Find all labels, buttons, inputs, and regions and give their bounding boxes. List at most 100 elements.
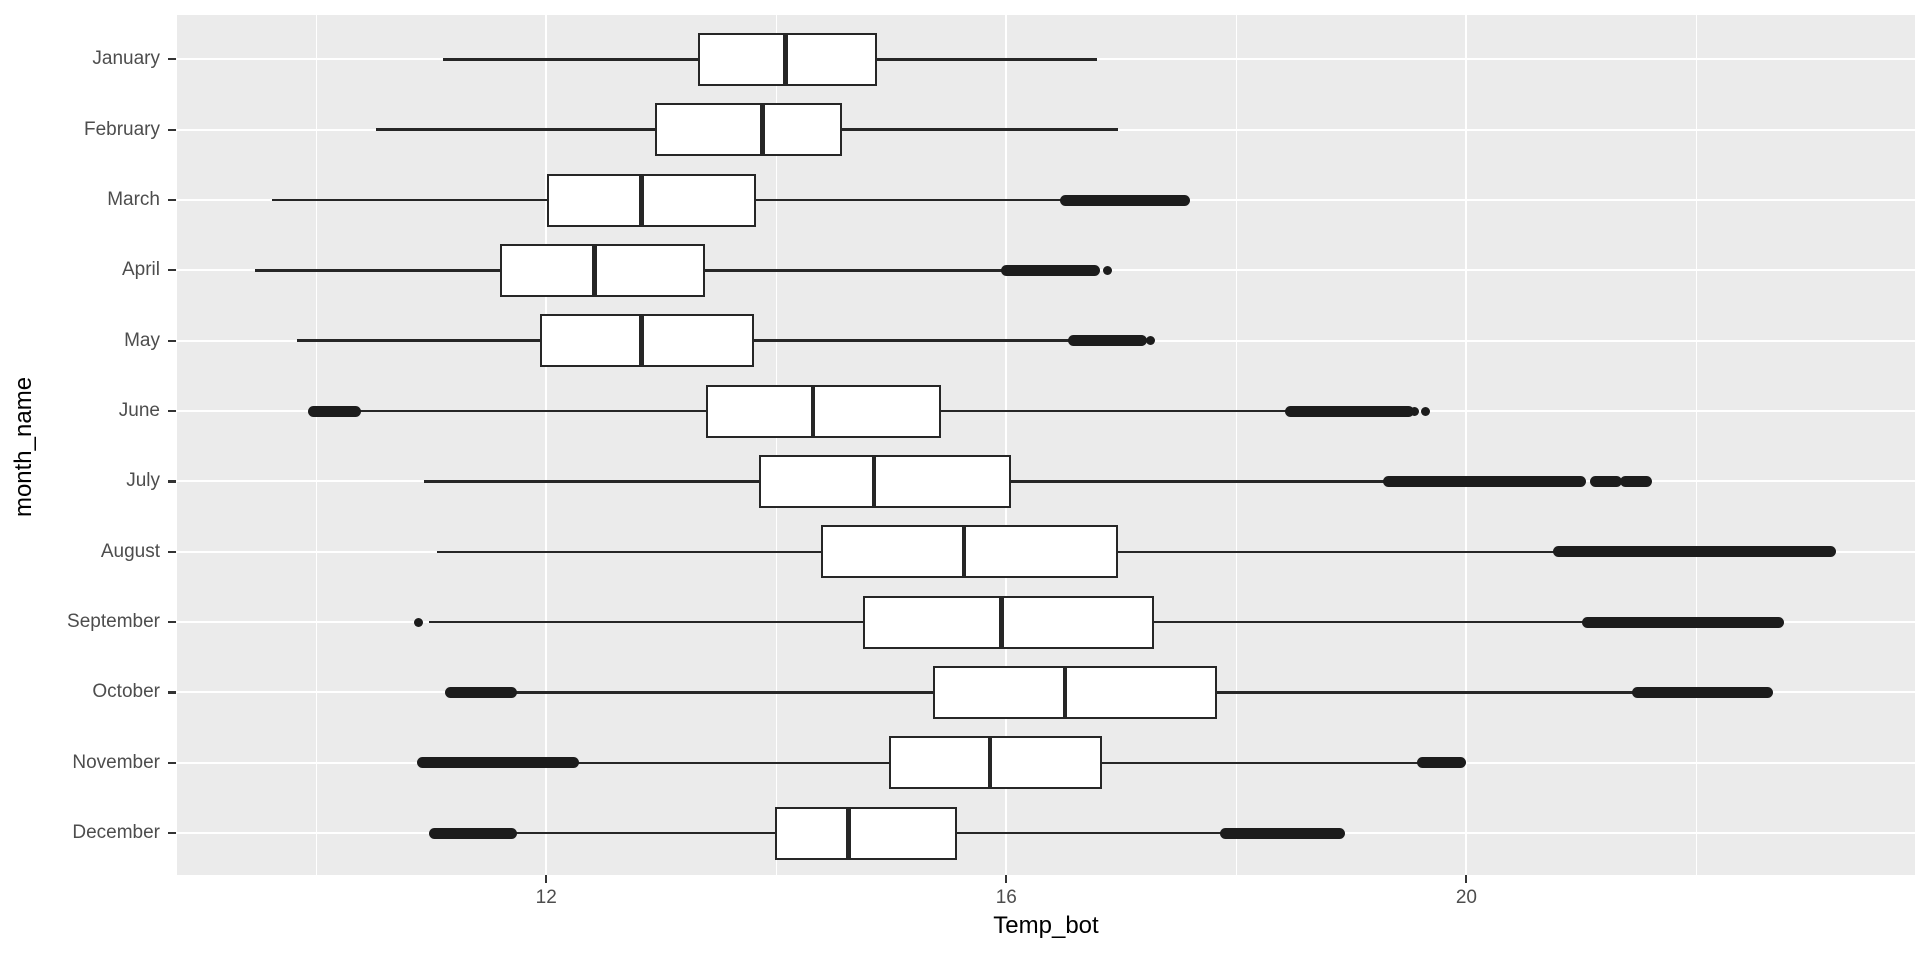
outlier-dot (1103, 265, 1113, 275)
gridline-minor-x (775, 15, 777, 875)
gridline-major-x (1465, 15, 1468, 875)
gridline-minor-x (1695, 15, 1698, 875)
boxplot-median (639, 314, 644, 368)
boxplot-whisker-low (428, 620, 863, 624)
y-axis-tick (168, 832, 176, 835)
y-axis-label: May (124, 329, 160, 351)
boxplot-median (871, 454, 877, 508)
boxplot-whisker-high (1117, 550, 1558, 554)
outlier-cluster (1416, 757, 1466, 769)
boxplot-median (1062, 665, 1068, 719)
x-axis-label: 20 (1455, 887, 1477, 908)
y-axis-label: August (100, 540, 160, 562)
boxplot-whisker-high (755, 198, 1063, 202)
boxplot-box (500, 243, 705, 297)
y-axis-tick (168, 269, 176, 272)
boxplot-whisker-low (511, 831, 776, 835)
boxplot-whisker-low (356, 409, 707, 413)
x-axis-tick (1465, 875, 1468, 883)
boxplot-whisker-low (272, 198, 548, 202)
y-axis-label: October (92, 681, 160, 703)
y-axis-label: November (72, 751, 160, 773)
boxplot-box (540, 314, 755, 368)
boxplot-median (639, 173, 644, 227)
y-axis-label: June (118, 400, 160, 422)
boxplot-whisker-high (1101, 761, 1420, 765)
gridline-minor-x (1235, 15, 1237, 875)
y-axis-tick (168, 58, 176, 61)
y-axis-label: July (126, 470, 160, 492)
outlier-cluster (1620, 475, 1652, 487)
outlier-cluster (1383, 475, 1587, 487)
x-axis-tick (1005, 875, 1008, 883)
x-axis-title: Temp_bot (993, 912, 1099, 939)
boxplot-whisker-high (940, 409, 1287, 413)
y-axis-tick (168, 339, 176, 342)
boxplot-whisker-low (424, 480, 759, 483)
outlier-cluster (1553, 546, 1837, 558)
outlier-dot (414, 617, 424, 627)
boxplot-box (821, 525, 1118, 579)
boxplot-median (810, 384, 816, 438)
boxplot-median (783, 32, 788, 86)
outlier-cluster (416, 757, 579, 769)
x-axis-tick (545, 875, 548, 883)
x-axis-label: 16 (995, 887, 1017, 908)
boxplot-whisker-low (574, 761, 889, 765)
boxplot-box (547, 173, 756, 227)
gridline-minor-x (315, 15, 317, 875)
boxplot-whisker-high (1010, 480, 1386, 483)
y-axis-tick (168, 409, 176, 413)
boxplot-whisker-low (375, 128, 656, 131)
boxplot-box (759, 454, 1011, 508)
outlier-dot (1145, 336, 1155, 346)
outlier-cluster (444, 686, 517, 698)
boxplot-median (961, 525, 966, 579)
boxplot-whisker-high (841, 128, 1118, 131)
y-axis-tick (168, 621, 176, 624)
y-axis-label: September (67, 611, 160, 633)
boxplot-whisker-high (1153, 620, 1587, 624)
boxplot-whisker-high (754, 339, 1072, 342)
y-axis-label: January (92, 48, 160, 70)
outlier-cluster (1059, 194, 1190, 206)
boxplot-whisker-high (877, 58, 1098, 61)
boxplot-whisker-high (956, 831, 1224, 835)
boxplot-box (932, 665, 1217, 719)
boxplot-box (775, 806, 957, 860)
y-axis-tick (168, 761, 176, 764)
outlier-cluster (1582, 616, 1785, 628)
y-axis-label: April (121, 259, 160, 281)
boxplot-box (706, 384, 941, 438)
boxplot-whisker-low (296, 339, 541, 342)
boxplot-median (592, 243, 597, 297)
y-axis-label: March (107, 189, 160, 210)
y-axis-tick (168, 480, 176, 483)
y-axis-tick (168, 550, 176, 553)
y-axis-tick (168, 691, 176, 694)
boxplot-whisker-high (1216, 691, 1636, 694)
boxplot-box (698, 32, 878, 86)
y-axis-title: month_name (10, 376, 37, 518)
outlier-cluster (428, 827, 517, 839)
outlier-cluster (1001, 264, 1100, 276)
boxplot-median (760, 103, 765, 157)
outlier-cluster (1631, 686, 1773, 698)
outlier-cluster (307, 405, 362, 417)
outlier-dot (1420, 406, 1430, 416)
outlier-cluster (1068, 335, 1148, 347)
boxplot-whisker-low (511, 691, 933, 694)
outlier-dot (1410, 406, 1420, 416)
outlier-cluster (1285, 405, 1414, 417)
boxplot-whisker-low (436, 550, 822, 554)
boxplot-whisker-high (704, 269, 1004, 272)
outlier-cluster (1590, 475, 1623, 487)
boxplot-median (999, 595, 1004, 649)
boxplot-median (846, 806, 851, 860)
boxplot-box (888, 736, 1102, 790)
boxplot-whisker-low (255, 269, 501, 272)
x-axis-label: 12 (535, 887, 557, 908)
y-axis-label: February (83, 118, 160, 140)
outlier-cluster (1219, 827, 1345, 839)
